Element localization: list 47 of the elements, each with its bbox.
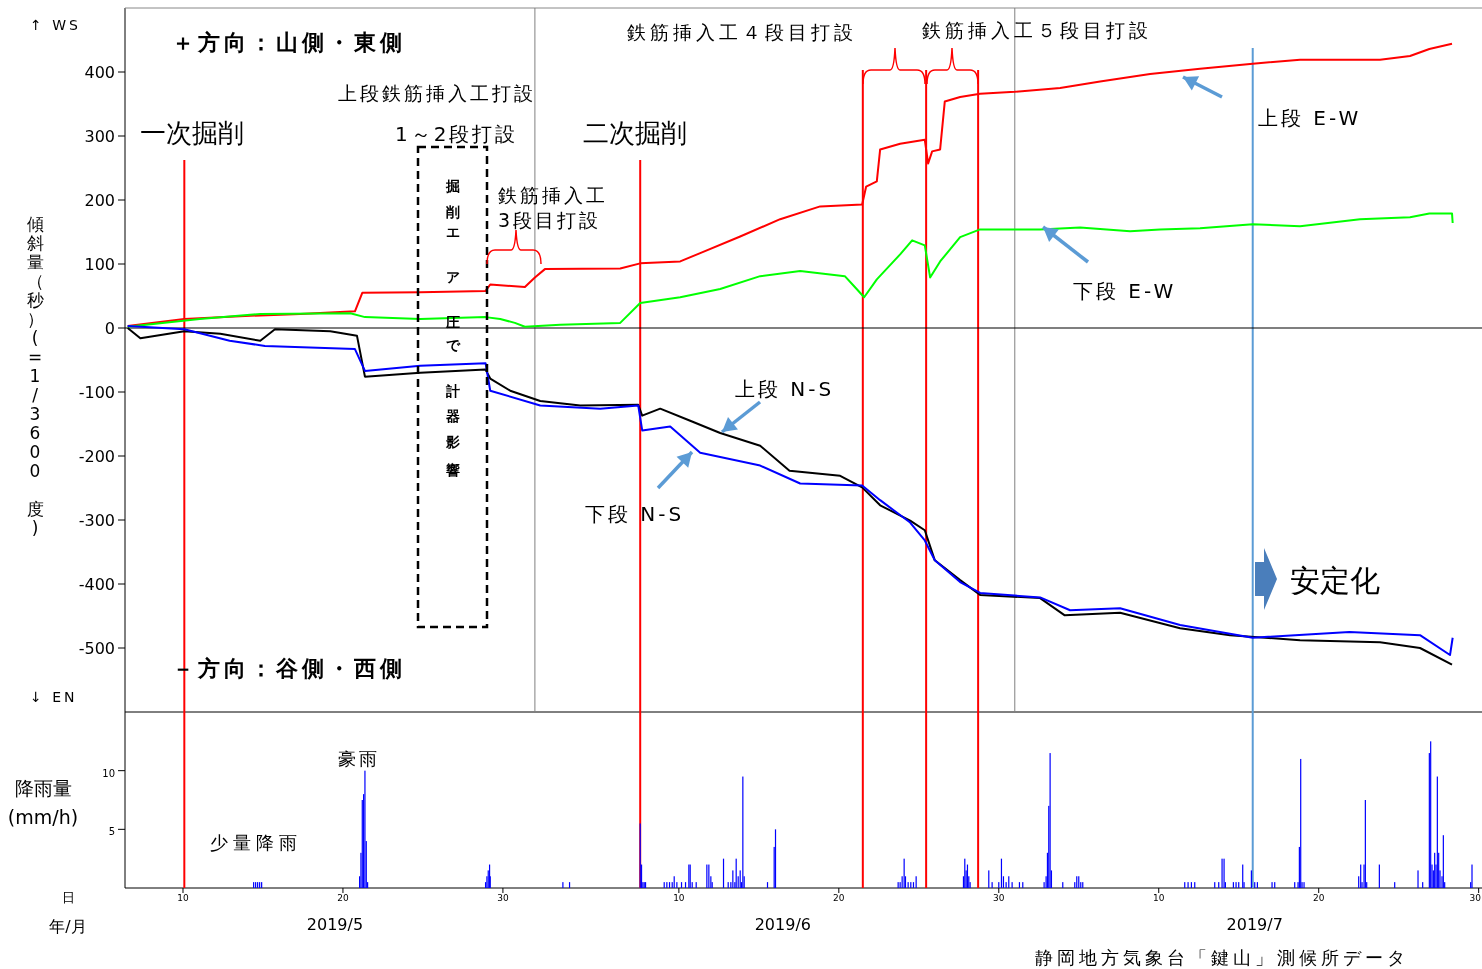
- annotation: 少量降雨: [210, 832, 302, 853]
- annotation: 鉄筋挿入工 3段目打設: [498, 184, 608, 231]
- x-tick-label: 30: [993, 893, 1005, 903]
- annotation: 鉄筋挿入工４段目打設: [627, 21, 857, 43]
- x-tick-label: 20: [1312, 893, 1325, 903]
- x-tick-label: 30: [1469, 893, 1482, 903]
- y-tick-label: -400: [78, 575, 115, 594]
- annotation: ＋方向：山側・東側: [172, 30, 406, 55]
- y-tick-label: 400: [84, 63, 115, 82]
- y-tick-label: 300: [84, 127, 115, 146]
- x-tick-label: 20: [337, 893, 349, 903]
- text: ↓ EN: [30, 689, 78, 705]
- text: ↑ WS: [30, 17, 81, 33]
- y-tick-label: -300: [78, 511, 115, 530]
- x-tick-label: 10: [1153, 893, 1165, 903]
- x2-axis-title: 年/月: [49, 917, 87, 936]
- y-tick-label: 200: [84, 191, 115, 210]
- y-tick-label: -200: [78, 447, 115, 466]
- annotation: 掘削エア圧で計器影響: [444, 168, 461, 477]
- text: 下段 N-S: [585, 502, 685, 526]
- text: 静岡地方気象台「鍵山」測候所データ: [1035, 947, 1409, 968]
- text: 傾斜量（秒）(=1/3600 度): [26, 214, 44, 538]
- text: 下段 E-W: [1073, 279, 1177, 303]
- series-label: 上段 N-S: [735, 377, 835, 401]
- x-tick-label: 20: [833, 893, 845, 903]
- x2-tick-label: 2019/5: [306, 915, 364, 934]
- x-axis-title: 日: [61, 890, 75, 905]
- annotation: 上段鉄筋挿入工打設: [338, 82, 536, 104]
- annotation: 安定化: [1290, 563, 1380, 598]
- x-tick-label: 10: [673, 893, 685, 903]
- annotation: 1～2段打設: [395, 122, 519, 146]
- annotation: 鉄筋挿入工５段目打設: [922, 19, 1152, 41]
- y-tick-label: -100: [78, 383, 115, 402]
- y-axis-title: 降雨量 (mm/h): [7, 777, 79, 828]
- annotation: 一次掘削: [140, 118, 244, 148]
- y-tick-label: 5: [108, 826, 115, 838]
- x-tick-label: 30: [497, 893, 509, 903]
- x2-tick-label: 2019/6: [754, 915, 811, 934]
- y-tick-label: 10: [102, 767, 115, 779]
- text: 上段 E-W: [1258, 106, 1362, 130]
- y-tick-label: -500: [78, 639, 115, 658]
- y-tick-label: 0: [104, 319, 115, 338]
- y-tick-label: 100: [84, 255, 115, 274]
- annotation: 二次掘削: [583, 118, 687, 148]
- x-tick-label: 10: [177, 893, 189, 903]
- annotation: 豪雨: [338, 748, 380, 769]
- x2-tick-label: 2019/7: [1226, 915, 1283, 934]
